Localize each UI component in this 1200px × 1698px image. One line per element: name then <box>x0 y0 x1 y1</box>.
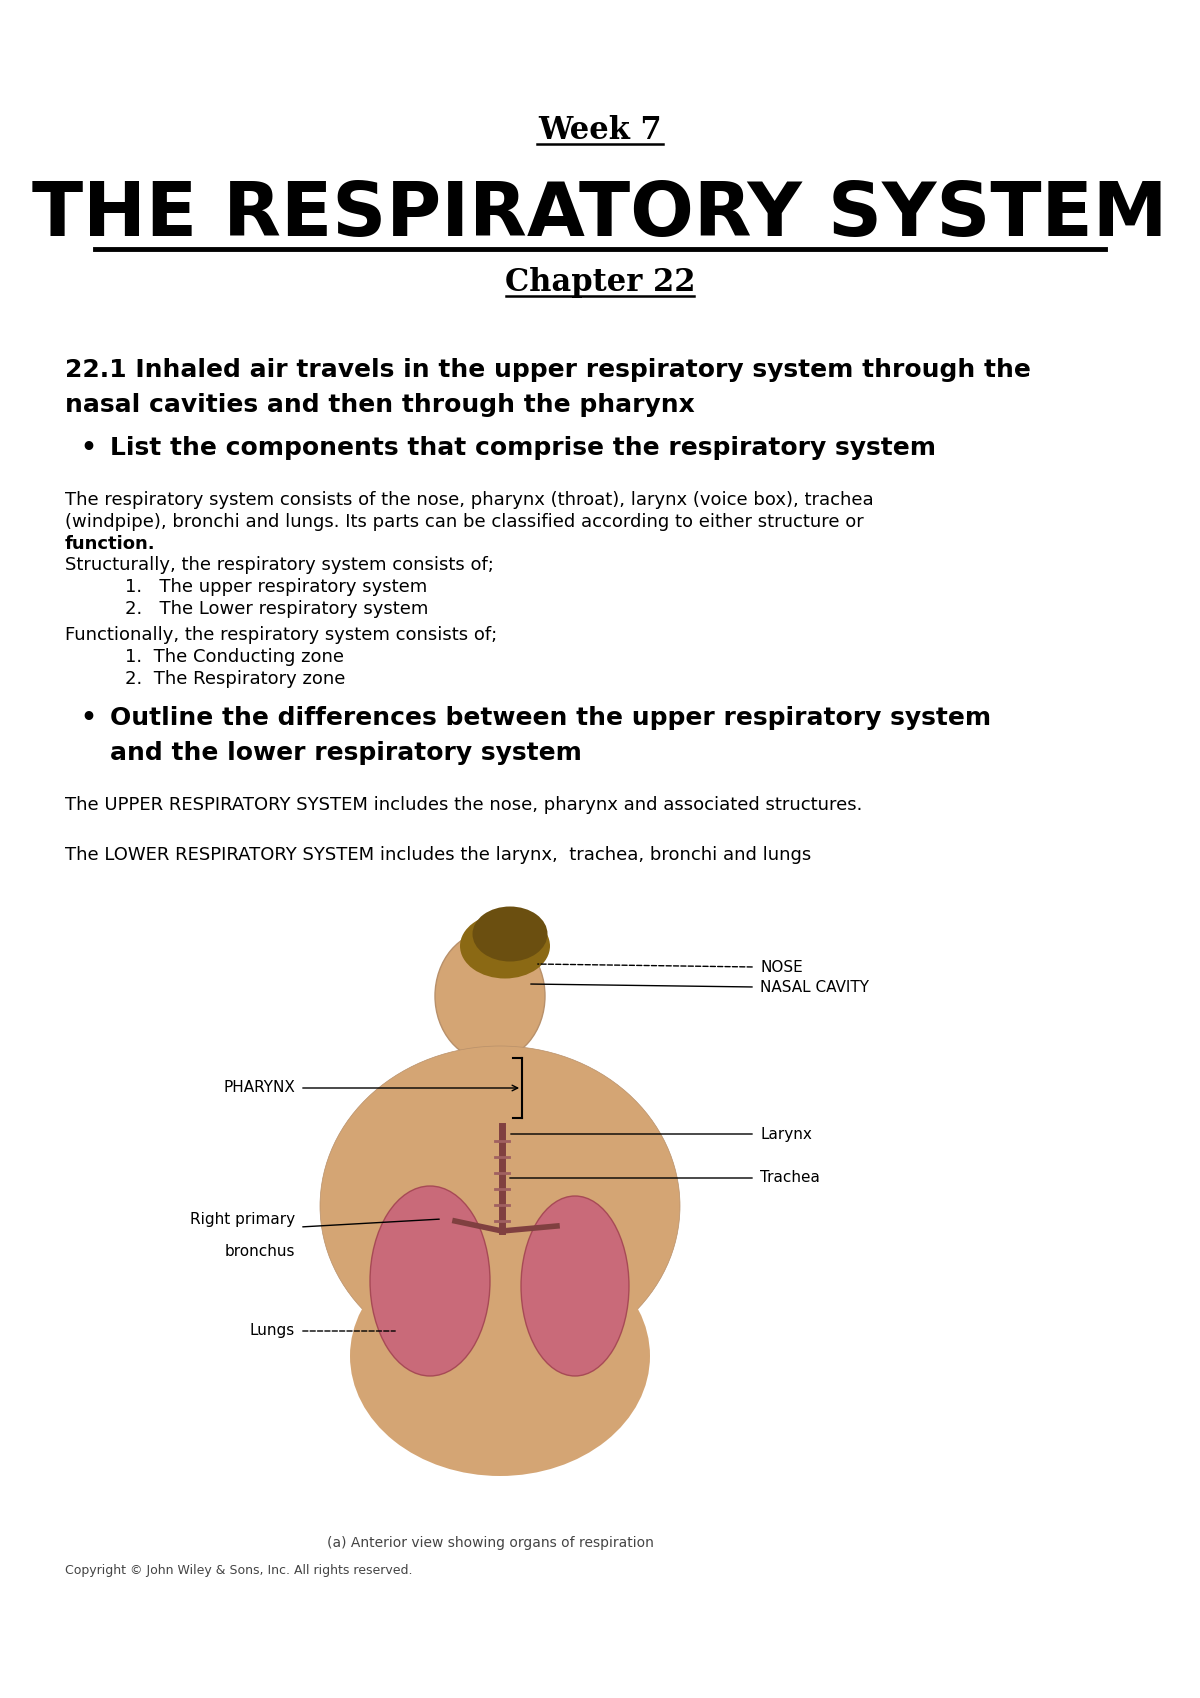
Text: 2.  The Respiratory zone: 2. The Respiratory zone <box>125 671 346 688</box>
Text: nasal cavities and then through the pharynx: nasal cavities and then through the phar… <box>65 392 695 418</box>
Text: 1.  The Conducting zone: 1. The Conducting zone <box>125 649 344 666</box>
Text: The LOWER RESPIRATORY SYSTEM includes the larynx,  trachea, bronchi and lungs: The LOWER RESPIRATORY SYSTEM includes th… <box>65 846 811 864</box>
Text: bronchus: bronchus <box>224 1228 295 1260</box>
Text: Chapter 22: Chapter 22 <box>505 267 695 297</box>
Text: function.: function. <box>65 535 156 554</box>
Text: NOSE: NOSE <box>760 959 803 975</box>
Text: Copyright © John Wiley & Sons, Inc. All rights reserved.: Copyright © John Wiley & Sons, Inc. All … <box>65 1564 413 1577</box>
Ellipse shape <box>521 1195 629 1375</box>
Ellipse shape <box>473 907 547 961</box>
Text: Larynx: Larynx <box>760 1126 812 1141</box>
Text: (a) Anterior view showing organs of respiration: (a) Anterior view showing organs of resp… <box>326 1537 654 1550</box>
Text: 22.1 Inhaled air travels in the upper respiratory system through the: 22.1 Inhaled air travels in the upper re… <box>65 358 1031 382</box>
Ellipse shape <box>350 1236 650 1476</box>
Ellipse shape <box>460 914 550 978</box>
Ellipse shape <box>436 931 545 1061</box>
Text: and the lower respiratory system: and the lower respiratory system <box>110 740 582 766</box>
Text: Lungs: Lungs <box>250 1323 295 1338</box>
Text: Functionally, the respiratory system consists of;: Functionally, the respiratory system con… <box>65 627 497 644</box>
Text: NASAL CAVITY: NASAL CAVITY <box>760 980 869 995</box>
Text: PHARYNX: PHARYNX <box>223 1080 295 1095</box>
Text: Outline the differences between the upper respiratory system: Outline the differences between the uppe… <box>110 706 991 730</box>
Text: •: • <box>80 436 96 460</box>
Text: The UPPER RESPIRATORY SYSTEM includes the nose, pharynx and associated structure: The UPPER RESPIRATORY SYSTEM includes th… <box>65 796 863 813</box>
Text: (windpipe), bronchi and lungs. Its parts can be classified according to either s: (windpipe), bronchi and lungs. Its parts… <box>65 513 864 531</box>
Text: Week 7: Week 7 <box>538 114 662 146</box>
Text: Right primary: Right primary <box>190 1212 295 1228</box>
Text: Structurally, the respiratory system consists of;: Structurally, the respiratory system con… <box>65 555 494 574</box>
Text: 1.   The upper respiratory system: 1. The upper respiratory system <box>125 577 427 596</box>
Text: Trachea: Trachea <box>760 1170 820 1185</box>
Text: THE RESPIRATORY SYSTEM: THE RESPIRATORY SYSTEM <box>32 178 1168 251</box>
Text: •: • <box>80 706 96 730</box>
Ellipse shape <box>370 1185 490 1375</box>
Text: List the components that comprise the respiratory system: List the components that comprise the re… <box>110 436 936 460</box>
Ellipse shape <box>320 1046 680 1365</box>
Text: 2.   The Lower respiratory system: 2. The Lower respiratory system <box>125 599 428 618</box>
Text: The respiratory system consists of the nose, pharynx (throat), larynx (voice box: The respiratory system consists of the n… <box>65 491 874 509</box>
FancyBboxPatch shape <box>468 1020 512 1077</box>
